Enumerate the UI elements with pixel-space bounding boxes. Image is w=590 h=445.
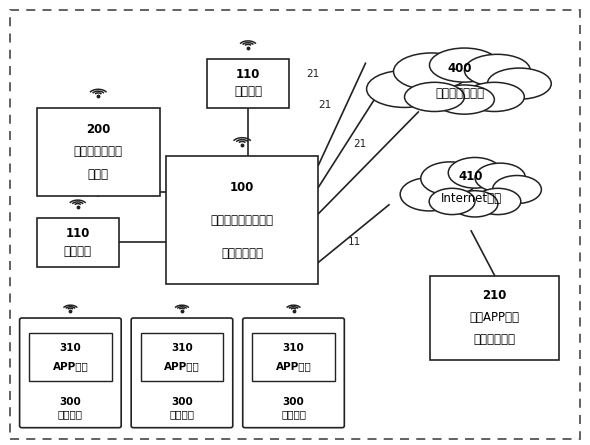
Ellipse shape: [475, 163, 525, 192]
Text: 数据管理计算机: 数据管理计算机: [74, 145, 123, 158]
Text: 计算机服务器: 计算机服务器: [474, 333, 516, 346]
FancyBboxPatch shape: [242, 318, 345, 428]
FancyBboxPatch shape: [131, 318, 232, 428]
Text: APP应用: APP应用: [164, 361, 200, 371]
Bar: [430, 275, 559, 360]
Text: 智能手机: 智能手机: [58, 409, 83, 419]
Text: 210: 210: [483, 289, 507, 303]
Ellipse shape: [464, 54, 530, 86]
Text: 100: 100: [230, 181, 254, 194]
Text: 无线热点: 无线热点: [64, 245, 91, 258]
Text: 11: 11: [348, 237, 361, 247]
Text: 21: 21: [307, 69, 320, 79]
Text: 智能手机: 智能手机: [169, 409, 195, 419]
Text: 300: 300: [171, 396, 193, 407]
Ellipse shape: [434, 85, 494, 114]
Text: 400: 400: [447, 62, 471, 75]
Bar: [37, 108, 160, 196]
Text: 310: 310: [283, 343, 304, 352]
Ellipse shape: [421, 162, 479, 195]
Ellipse shape: [493, 175, 542, 203]
Text: 公共交换电话网: 公共交换电话网: [435, 87, 484, 100]
Text: 110: 110: [236, 68, 260, 81]
Text: 110: 110: [65, 227, 90, 240]
Text: 21: 21: [354, 139, 367, 150]
Bar: [207, 59, 289, 108]
Text: 无线热点: 无线热点: [234, 85, 262, 98]
Text: 服务器: 服务器: [88, 168, 109, 181]
Ellipse shape: [366, 70, 442, 107]
Text: 智能手机: 智能手机: [281, 409, 306, 419]
Bar: [166, 156, 319, 284]
Bar: [29, 332, 112, 381]
Text: 21: 21: [319, 100, 332, 109]
Text: 310: 310: [60, 343, 81, 352]
Text: 云端APP应用: 云端APP应用: [470, 311, 520, 324]
Text: Internet网络: Internet网络: [441, 191, 502, 205]
Text: APP应用: APP应用: [276, 361, 312, 371]
Text: APP应用: APP应用: [53, 361, 88, 371]
Text: 310: 310: [171, 343, 193, 352]
Ellipse shape: [448, 158, 501, 188]
Text: 的无线路由器: 的无线路由器: [221, 247, 263, 260]
Bar: [252, 332, 335, 381]
Ellipse shape: [429, 188, 475, 214]
Ellipse shape: [405, 82, 464, 112]
Ellipse shape: [394, 53, 470, 90]
Ellipse shape: [475, 188, 521, 214]
Ellipse shape: [487, 68, 551, 99]
Text: 300: 300: [283, 396, 304, 407]
Ellipse shape: [464, 82, 525, 112]
Ellipse shape: [452, 191, 498, 217]
Bar: [140, 332, 224, 381]
Text: 200: 200: [86, 122, 110, 135]
Bar: [37, 218, 119, 267]
FancyBboxPatch shape: [19, 318, 121, 428]
Ellipse shape: [430, 48, 499, 82]
Ellipse shape: [400, 178, 458, 211]
Text: 300: 300: [60, 396, 81, 407]
Text: 具有内部交换机功能: 具有内部交换机功能: [211, 214, 274, 227]
Text: 410: 410: [459, 170, 483, 183]
